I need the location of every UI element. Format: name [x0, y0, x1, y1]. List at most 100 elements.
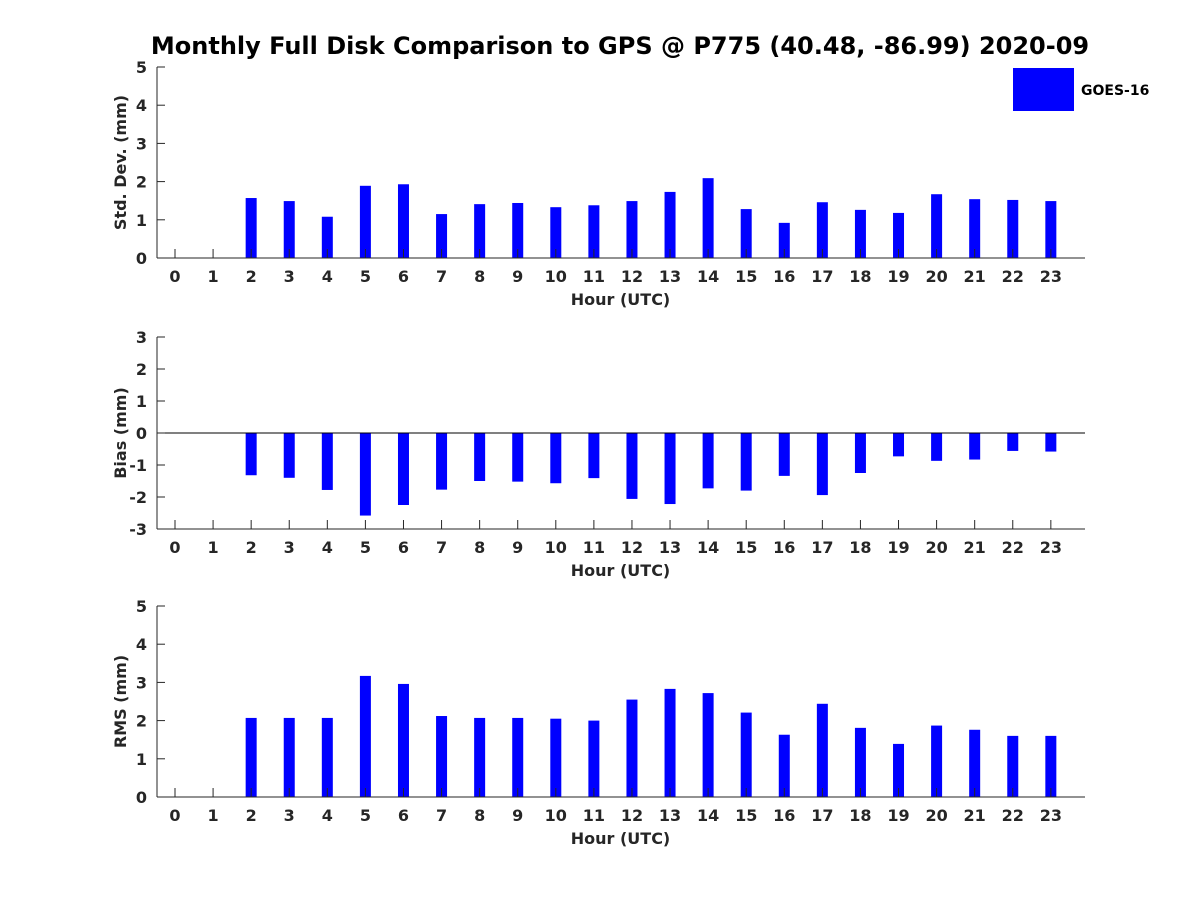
x-tick-label: 6	[398, 538, 409, 557]
x-tick-label: 1	[208, 267, 219, 286]
bar-hour-17	[816, 202, 828, 258]
x-tick-label: 18	[849, 538, 871, 557]
x-tick-label: 9	[512, 267, 523, 286]
bar-hour-6	[397, 683, 409, 797]
bar-hour-20	[931, 194, 943, 258]
x-tick-label: 6	[398, 806, 409, 825]
bar-hour-15	[740, 433, 752, 491]
bar-hour-22	[1007, 199, 1019, 258]
x-tick-label: 23	[1040, 538, 1062, 557]
bar-hour-23	[1045, 201, 1057, 258]
y-axis-label: Std. Dev. (mm)	[111, 95, 130, 230]
bar-hour-4	[321, 216, 333, 258]
bar-hour-9	[512, 433, 524, 482]
bar-hour-7	[436, 433, 448, 490]
x-tick-label: 15	[735, 267, 757, 286]
x-tick-label: 8	[474, 538, 485, 557]
x-tick-label: 19	[887, 538, 909, 557]
x-tick-label: 19	[887, 267, 909, 286]
y-tick-label: 3	[136, 328, 147, 347]
bar-hour-5	[359, 433, 371, 516]
x-tick-label: 19	[887, 806, 909, 825]
x-tick-label: 13	[659, 806, 681, 825]
x-tick-label: 0	[169, 538, 180, 557]
y-axis-label: Bias (mm)	[111, 387, 130, 479]
bar-hour-14	[702, 433, 714, 489]
x-tick-label: 23	[1040, 267, 1062, 286]
bar-hour-9	[512, 717, 524, 797]
x-tick-label: 21	[964, 806, 986, 825]
x-tick-label: 22	[1002, 267, 1024, 286]
y-tick-label: 4	[136, 635, 147, 654]
x-tick-label: 2	[246, 806, 257, 825]
x-tick-label: 9	[512, 538, 523, 557]
y-tick-label: 5	[136, 597, 147, 616]
x-tick-label: 10	[545, 538, 567, 557]
x-tick-label: 12	[621, 267, 643, 286]
x-tick-label: 7	[436, 267, 447, 286]
bar-hour-16	[778, 433, 790, 476]
bar-hour-22	[1007, 433, 1019, 451]
bar-hour-13	[664, 191, 676, 258]
y-tick-label: 2	[136, 712, 147, 731]
x-tick-label: 3	[284, 806, 295, 825]
x-tick-label: 12	[621, 538, 643, 557]
y-tick-label: -3	[129, 520, 147, 539]
y-tick-label: 3	[136, 673, 147, 692]
x-tick-label: 14	[697, 806, 719, 825]
x-tick-label: 8	[474, 267, 485, 286]
x-tick-label: 3	[284, 267, 295, 286]
y-tick-label: 2	[136, 173, 147, 192]
y-tick-label: 5	[136, 58, 147, 77]
bar-hour-17	[816, 433, 828, 496]
bar-hour-2	[245, 717, 257, 797]
bar-hour-23	[1045, 433, 1057, 452]
bar-hour-18	[854, 209, 866, 258]
bar-hour-17	[816, 703, 828, 797]
x-tick-label: 13	[659, 267, 681, 286]
x-tick-label: 4	[322, 538, 333, 557]
bar-hour-21	[969, 433, 981, 460]
x-tick-label: 13	[659, 538, 681, 557]
x-tick-label: 22	[1002, 806, 1024, 825]
x-tick-label: 11	[583, 538, 605, 557]
bar-hour-10	[550, 718, 562, 797]
x-tick-label: 5	[360, 538, 371, 557]
x-tick-label: 17	[811, 267, 833, 286]
bar-hour-12	[626, 201, 638, 258]
x-tick-label: 11	[583, 267, 605, 286]
x-tick-label: 7	[436, 538, 447, 557]
bar-hour-13	[664, 688, 676, 797]
y-tick-label: 3	[136, 134, 147, 153]
bar-hour-7	[436, 214, 448, 258]
x-tick-label: 6	[398, 267, 409, 286]
x-tick-label: 1	[208, 806, 219, 825]
bar-hour-19	[893, 212, 905, 258]
x-tick-label: 16	[773, 806, 795, 825]
bar-hour-19	[893, 433, 905, 457]
bar-hour-6	[397, 184, 409, 258]
x-tick-label: 10	[545, 806, 567, 825]
x-tick-label: 23	[1040, 806, 1062, 825]
y-tick-label: 1	[136, 750, 147, 769]
bar-hour-20	[931, 433, 943, 461]
x-tick-label: 20	[925, 806, 947, 825]
x-axis-label: Hour (UTC)	[571, 561, 671, 580]
x-tick-label: 18	[849, 267, 871, 286]
bar-hour-12	[626, 433, 638, 499]
x-tick-label: 7	[436, 806, 447, 825]
x-tick-label: 20	[925, 267, 947, 286]
bar-hour-11	[588, 720, 600, 797]
x-tick-label: 0	[169, 267, 180, 286]
bar-hour-21	[969, 729, 981, 797]
bar-hour-4	[321, 717, 333, 797]
bar-hour-14	[702, 693, 714, 797]
bar-hour-12	[626, 699, 638, 797]
bar-hour-7	[436, 716, 448, 797]
x-axis-label: Hour (UTC)	[571, 829, 671, 848]
bar-hour-18	[854, 433, 866, 473]
bar-hour-4	[321, 433, 333, 490]
